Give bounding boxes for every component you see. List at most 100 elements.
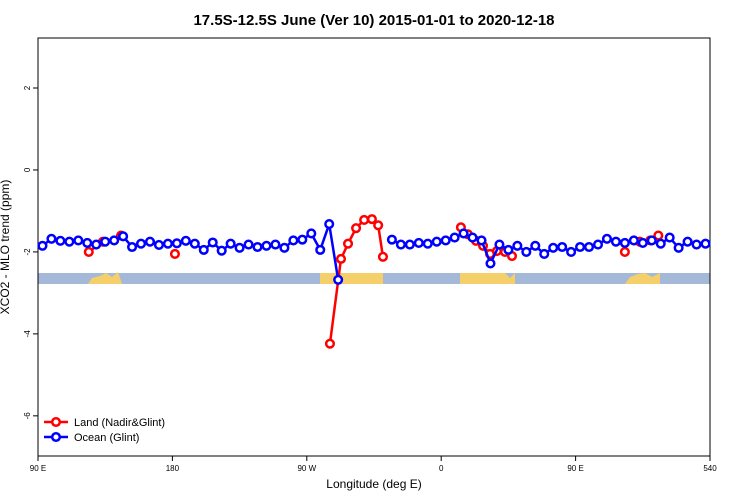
point bbox=[655, 238, 666, 249]
point bbox=[270, 239, 281, 250]
point bbox=[91, 239, 102, 250]
point bbox=[82, 237, 93, 248]
point bbox=[306, 228, 317, 239]
point bbox=[521, 246, 532, 257]
y-tick-label: -4 bbox=[23, 330, 32, 338]
y-tick-label: 0 bbox=[23, 167, 32, 172]
point bbox=[37, 240, 48, 251]
x-tick-label: 540 bbox=[703, 464, 717, 473]
point bbox=[601, 233, 613, 244]
point bbox=[252, 241, 263, 253]
point bbox=[557, 241, 568, 253]
point bbox=[64, 236, 75, 247]
point bbox=[324, 338, 335, 349]
legend-marker bbox=[50, 431, 62, 443]
point bbox=[324, 219, 335, 230]
point bbox=[171, 238, 182, 249]
point bbox=[288, 235, 299, 246]
point bbox=[503, 244, 514, 255]
legend-marker bbox=[50, 416, 62, 428]
point bbox=[297, 234, 308, 245]
x-axis-label: Longitude (deg E) bbox=[326, 477, 421, 491]
point bbox=[162, 238, 173, 249]
point bbox=[395, 239, 406, 250]
point bbox=[377, 251, 389, 262]
point bbox=[664, 232, 675, 243]
point bbox=[342, 238, 354, 249]
point bbox=[144, 236, 156, 247]
point bbox=[673, 242, 684, 253]
point bbox=[691, 239, 702, 250]
point bbox=[234, 242, 245, 253]
point bbox=[386, 234, 397, 245]
point bbox=[467, 232, 478, 243]
y-tick-label: -2 bbox=[23, 248, 32, 256]
point bbox=[100, 236, 111, 247]
point bbox=[189, 238, 200, 249]
point bbox=[449, 232, 460, 243]
legend-label: Ocean (Glint) bbox=[74, 432, 139, 444]
point bbox=[404, 239, 415, 250]
point bbox=[485, 258, 496, 269]
point bbox=[180, 235, 191, 246]
x-tick-label: 90 E bbox=[567, 464, 583, 473]
point bbox=[335, 253, 347, 264]
point bbox=[619, 246, 630, 257]
point bbox=[440, 235, 451, 246]
point bbox=[592, 239, 604, 250]
point bbox=[539, 248, 550, 260]
point bbox=[153, 239, 165, 251]
point bbox=[413, 237, 424, 248]
point bbox=[422, 238, 433, 249]
series-line bbox=[41, 223, 706, 280]
point bbox=[55, 235, 66, 246]
point bbox=[512, 240, 523, 251]
point bbox=[476, 235, 487, 246]
point bbox=[548, 242, 559, 253]
point bbox=[118, 231, 129, 242]
point bbox=[46, 233, 57, 244]
point bbox=[225, 238, 236, 249]
point bbox=[135, 238, 147, 249]
point bbox=[637, 237, 648, 248]
legend-label: Land (Nadir&Glint) bbox=[74, 417, 165, 429]
point bbox=[351, 223, 362, 234]
point bbox=[494, 239, 505, 250]
point bbox=[216, 245, 227, 256]
point bbox=[109, 235, 120, 246]
x-tick-label: 90 W bbox=[297, 464, 316, 473]
point bbox=[646, 235, 657, 246]
point bbox=[83, 246, 94, 257]
point bbox=[373, 220, 384, 231]
point bbox=[700, 238, 711, 249]
x-tick-label: 90 E bbox=[30, 464, 46, 473]
point bbox=[366, 214, 377, 225]
point bbox=[566, 246, 577, 257]
y-tick-label: -6 bbox=[23, 412, 32, 420]
point bbox=[198, 244, 209, 255]
landmask-strip bbox=[38, 272, 710, 284]
y-tick-label: 2 bbox=[23, 85, 32, 90]
point bbox=[610, 236, 621, 247]
point bbox=[333, 274, 344, 285]
point bbox=[458, 228, 469, 239]
point bbox=[73, 235, 84, 246]
chart-title: 17.5S-12.5S June (Ver 10) 2015-01-01 to … bbox=[193, 12, 554, 29]
point bbox=[207, 237, 218, 248]
point bbox=[583, 241, 595, 253]
x-tick-label: 180 bbox=[166, 464, 180, 473]
point bbox=[315, 244, 326, 255]
point bbox=[628, 235, 639, 246]
point bbox=[279, 242, 290, 253]
point bbox=[169, 248, 180, 260]
point bbox=[431, 236, 442, 247]
point bbox=[261, 240, 272, 251]
point bbox=[127, 241, 138, 253]
point bbox=[530, 240, 541, 251]
point bbox=[682, 236, 693, 247]
x-tick-label: 0 bbox=[439, 464, 444, 473]
point bbox=[359, 214, 370, 226]
y-axis-label: XCO2 - MLO trend (ppm) bbox=[0, 180, 12, 315]
point bbox=[619, 237, 630, 248]
